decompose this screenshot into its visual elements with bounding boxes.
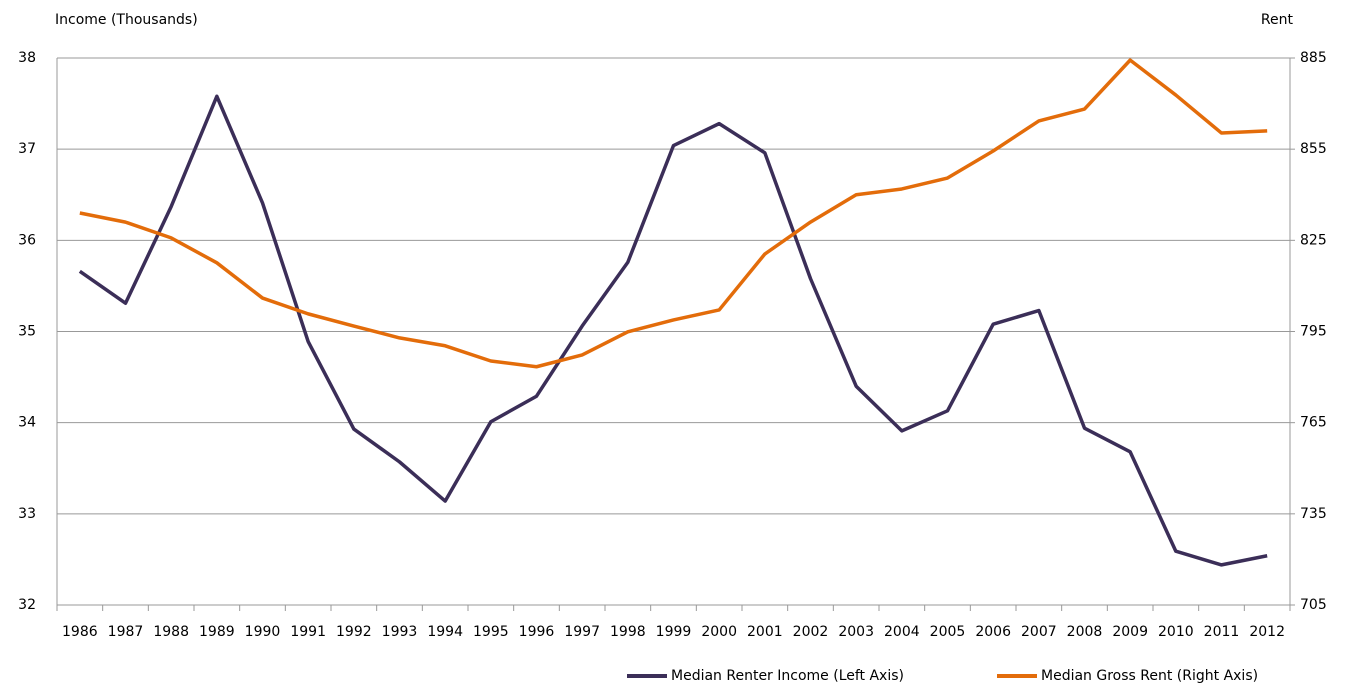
y-tick-label: 34	[18, 415, 36, 431]
legend-label: Median Renter Income (Left Axis)	[671, 668, 904, 684]
x-tick-label: 2003	[838, 624, 874, 640]
x-tick-label: 2011	[1204, 624, 1240, 640]
y-tick-label: 37	[18, 141, 36, 157]
y2-tick-label: 855	[1300, 141, 1327, 157]
x-tick-label: 2002	[793, 624, 829, 640]
x-tick-label: 1990	[245, 624, 281, 640]
x-tick-label: 2009	[1112, 624, 1148, 640]
y-tick-label: 36	[18, 232, 36, 248]
x-tick-label: 1986	[62, 624, 98, 640]
y-tick-label: 33	[18, 506, 36, 522]
x-tick-label: 1988	[153, 624, 189, 640]
x-tick-label: 2010	[1158, 624, 1194, 640]
x-tick-label: 2001	[747, 624, 783, 640]
x-tick-label: 1996	[519, 624, 555, 640]
y-axis-title: Income (Thousands)	[55, 12, 198, 28]
x-tick-label: 1989	[199, 624, 235, 640]
line-series	[79, 58, 1268, 369]
x-tick-label: 1999	[656, 624, 692, 640]
legend-label: Median Gross Rent (Right Axis)	[1041, 668, 1258, 684]
y-tick-label: 35	[18, 324, 36, 340]
x-tick-label: 1993	[382, 624, 418, 640]
x-tick-label: 2008	[1067, 624, 1103, 640]
x-tick-label: 2005	[930, 624, 966, 640]
x-tick-label: 1998	[610, 624, 646, 640]
x-tick-label: 2004	[884, 624, 920, 640]
x-tick-label: 2012	[1249, 624, 1285, 640]
x-tick-label: 1991	[290, 624, 326, 640]
x-tick-label: 1997	[564, 624, 600, 640]
y-tick-label: 32	[18, 597, 36, 613]
x-tick-label: 1992	[336, 624, 372, 640]
y2-axis-title: Rent	[1261, 12, 1294, 28]
y-tick-label: 38	[18, 50, 36, 66]
y2-tick-label: 795	[1300, 324, 1327, 340]
x-tick-label: 1987	[108, 624, 144, 640]
y2-tick-label: 885	[1300, 50, 1327, 66]
y2-tick-label: 765	[1300, 415, 1327, 431]
x-tick-label: 2000	[701, 624, 737, 640]
y2-tick-label: 825	[1300, 232, 1327, 248]
line-series	[78, 94, 1268, 567]
y2-tick-label: 705	[1300, 597, 1327, 613]
x-tick-label: 1994	[427, 624, 463, 640]
x-tick-label: 2006	[975, 624, 1011, 640]
y2-tick-label: 735	[1300, 506, 1327, 522]
x-tick-label: 2007	[1021, 624, 1057, 640]
x-tick-label: 1995	[473, 624, 509, 640]
